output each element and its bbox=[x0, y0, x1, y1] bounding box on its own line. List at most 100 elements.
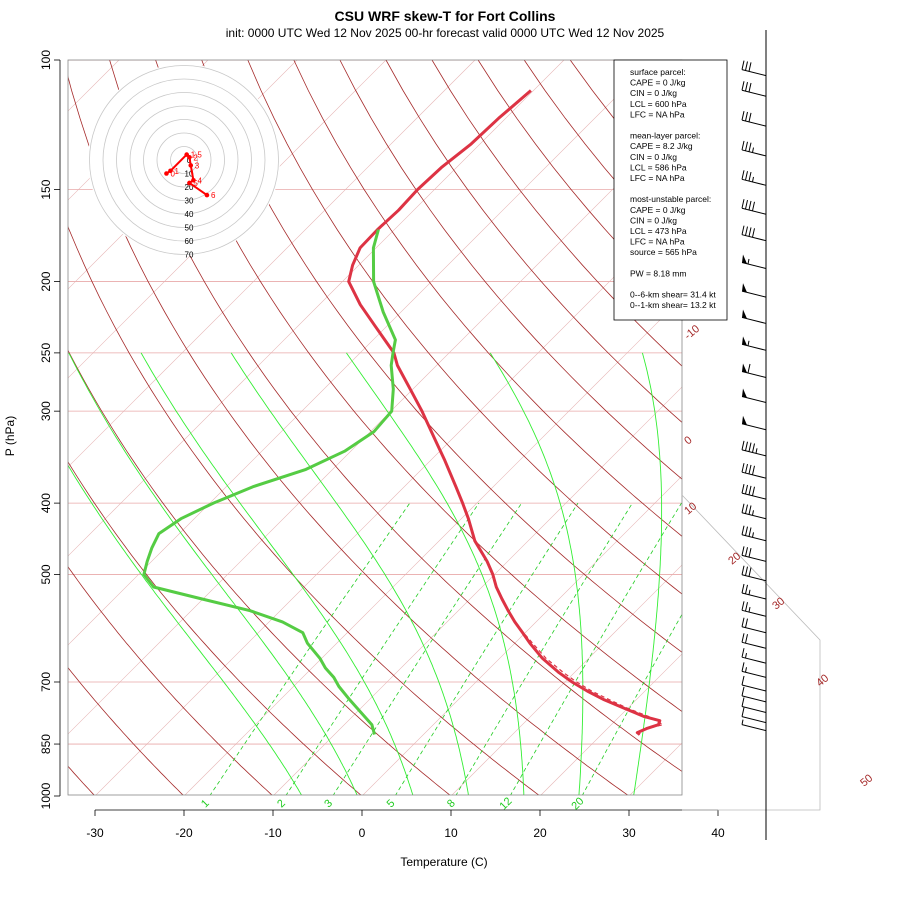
wind-barb bbox=[741, 648, 767, 664]
barb-half bbox=[755, 448, 758, 454]
wind-barb bbox=[741, 633, 767, 649]
barb-shaft bbox=[741, 592, 767, 600]
y-tick-label: 700 bbox=[39, 672, 53, 692]
panel-guide bbox=[682, 575, 820, 610]
barb-full bbox=[745, 566, 748, 576]
hodograph-ring bbox=[116, 92, 252, 228]
hodograph-ring-label: 40 bbox=[185, 210, 194, 219]
barb-full bbox=[745, 602, 748, 612]
wind-barb bbox=[741, 483, 767, 500]
moist-adiabat bbox=[140, 352, 414, 795]
hodograph-ring bbox=[102, 78, 266, 242]
dry-adiabat bbox=[109, 60, 682, 772]
wind-barbs bbox=[741, 30, 767, 840]
isotherm-line bbox=[273, 386, 682, 795]
stats-line: mean-layer parcel: bbox=[630, 131, 700, 141]
stats-line: surface parcel: bbox=[630, 67, 686, 77]
barb-half bbox=[748, 606, 751, 613]
stats-line: CAPE = 8.2 J/kg bbox=[630, 141, 693, 151]
barb-full bbox=[752, 443, 755, 453]
stats-box-frame bbox=[613, 59, 728, 321]
wind-barb bbox=[741, 60, 767, 77]
dry-adiabat bbox=[68, 349, 451, 795]
hodograph-ring-label: 30 bbox=[185, 197, 194, 206]
barb-full bbox=[747, 363, 751, 374]
y-tick-label: 300 bbox=[39, 401, 53, 421]
stats-box: surface parcel:CAPE = 0 J/kg CIN = 0 J/kg… bbox=[613, 59, 728, 321]
barb-half bbox=[747, 340, 750, 346]
dry-adiabat bbox=[708, 60, 900, 812]
stats-line: CAPE = 0 J/kg bbox=[630, 78, 686, 88]
wind-barb bbox=[741, 309, 767, 324]
hodograph-point-label: 6 bbox=[211, 191, 216, 200]
barb-flag bbox=[742, 388, 747, 398]
barb-full bbox=[741, 633, 745, 643]
barb-full bbox=[748, 464, 752, 475]
barb-shaft bbox=[741, 641, 767, 649]
stats-line: LFC = NA hPa bbox=[630, 109, 685, 119]
wind-barb bbox=[741, 111, 767, 127]
wind-barb bbox=[741, 363, 767, 378]
stats-line: 0--1-km shear= 13.2 kt bbox=[630, 300, 716, 310]
barb-full bbox=[745, 634, 748, 644]
barb-full bbox=[745, 526, 748, 536]
wind-barb bbox=[741, 415, 767, 431]
isotherm-label: 10 bbox=[682, 500, 699, 517]
barb-full bbox=[741, 483, 745, 494]
barb-half bbox=[741, 719, 744, 725]
barb-full bbox=[741, 440, 745, 450]
stats-line: LFC = NA hPa bbox=[630, 237, 685, 247]
barb-full bbox=[748, 442, 752, 452]
dewpoint-trace bbox=[142, 229, 397, 735]
wind-barb bbox=[741, 601, 767, 617]
wind-barb bbox=[741, 225, 767, 242]
barb-full bbox=[741, 140, 745, 151]
stats-line: most-unstable parcel: bbox=[630, 194, 711, 204]
barb-full bbox=[745, 463, 748, 474]
dry-adiabat bbox=[68, 225, 540, 795]
hodograph-ring bbox=[170, 146, 198, 174]
barb-flag bbox=[742, 254, 747, 264]
barb-full bbox=[745, 111, 748, 122]
moist-adiabat bbox=[633, 352, 663, 795]
barb-full bbox=[748, 548, 752, 558]
isotherm-line bbox=[702, 26, 900, 811]
barb-shaft bbox=[741, 343, 767, 351]
wind-barb bbox=[741, 565, 767, 582]
stats-line: LFC = NA hPa bbox=[630, 173, 685, 183]
barb-shaft bbox=[741, 512, 767, 520]
grid-layer bbox=[68, 26, 900, 812]
isotherm-line bbox=[540, 653, 682, 795]
dry-adiabat bbox=[293, 60, 682, 537]
isotherm-line bbox=[362, 475, 682, 795]
dry-adiabat bbox=[68, 667, 184, 795]
parcel-trace bbox=[515, 621, 665, 736]
x-axis-label: Temperature (C) bbox=[400, 855, 487, 869]
barb-full bbox=[741, 686, 745, 697]
barb-full bbox=[741, 225, 745, 235]
barb-half bbox=[745, 667, 747, 673]
wind-barb bbox=[741, 81, 767, 97]
barb-full bbox=[745, 484, 748, 495]
stats-line: CIN = 0 J/kg bbox=[630, 215, 677, 225]
barb-shaft bbox=[741, 695, 767, 703]
y-axis-label: P (hPa) bbox=[3, 416, 17, 456]
chart-subtitle: init: 0000 UTC Wed 12 Nov 2025 00-hr for… bbox=[226, 26, 665, 40]
moist-adiabat bbox=[346, 352, 525, 795]
hodograph-point bbox=[204, 192, 210, 198]
stats-line: LCL = 473 hPa bbox=[630, 226, 687, 236]
barb-full bbox=[741, 170, 745, 180]
dry-adiabat bbox=[68, 461, 362, 795]
barb-shaft bbox=[741, 705, 767, 713]
stats-line: source = 565 hPa bbox=[630, 247, 697, 257]
plot-frame bbox=[67, 59, 683, 796]
barb-flag bbox=[742, 363, 747, 373]
barb-half bbox=[745, 652, 747, 659]
wind-barb bbox=[741, 440, 767, 457]
y-tick-label: 150 bbox=[39, 179, 53, 199]
hodograph-point-label: 3 bbox=[195, 161, 200, 170]
barb-full bbox=[741, 662, 745, 672]
barb-full bbox=[745, 61, 748, 71]
